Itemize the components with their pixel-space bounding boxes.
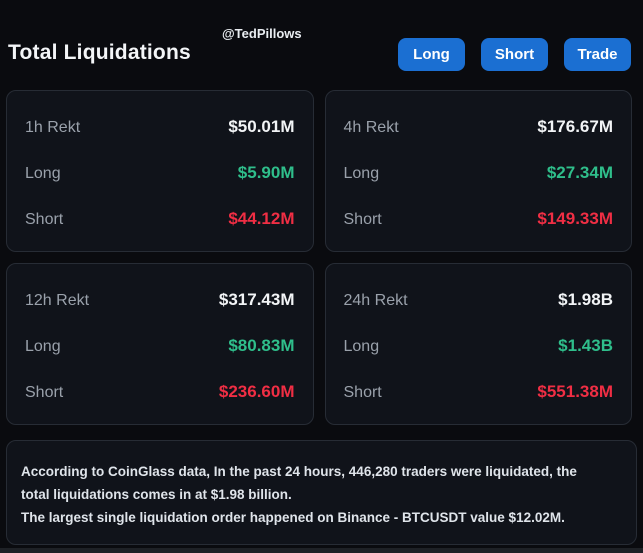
watermark-handle: @TedPillows <box>222 26 302 41</box>
rekt-card-12h: 12h Rekt $317.43M Long $80.83M Short $23… <box>6 263 314 425</box>
card-total-row: 4h Rekt $176.67M <box>344 117 614 137</box>
long-label: Long <box>343 338 380 355</box>
trade-button[interactable]: Trade <box>564 38 631 71</box>
long-label: Long <box>25 165 61 182</box>
summary-line-2: total liquidations comes in at $1.98 bil… <box>21 487 292 502</box>
short-label: Short <box>343 384 382 401</box>
page-title: Total Liquidations <box>8 41 191 64</box>
card-period-label: 4h Rekt <box>343 119 399 136</box>
card-long-row: Long $27.34M <box>344 163 614 183</box>
card-long-row: Long $1.43B <box>344 336 614 356</box>
header-button-group: Long Short Trade <box>398 38 631 71</box>
rekt-card-4h: 4h Rekt $176.67M Long $27.34M Short $149… <box>324 90 632 252</box>
summary-line-1: According to CoinGlass data, In the past… <box>21 464 577 479</box>
short-label: Short <box>25 211 64 228</box>
card-total-value: $50.01M <box>228 117 295 136</box>
rekt-card-1h: 1h Rekt $50.01M Long $5.90M Short $44.12… <box>6 90 314 252</box>
rekt-cards-grid: 1h Rekt $50.01M Long $5.90M Short $44.12… <box>6 90 632 425</box>
short-value: $551.38M <box>537 382 613 401</box>
card-total-value: $176.67M <box>537 117 613 136</box>
short-button[interactable]: Short <box>481 38 548 71</box>
card-period-label: 1h Rekt <box>25 119 81 136</box>
bottom-edge-strip <box>0 548 643 553</box>
card-short-row: Short $44.12M <box>25 209 295 229</box>
card-short-row: Short $551.38M <box>344 382 614 402</box>
rekt-card-24h: 24h Rekt $1.98B Long $1.43B Short $551.3… <box>324 263 632 425</box>
card-total-value: $1.98B <box>558 290 613 309</box>
short-label: Short <box>25 384 64 401</box>
long-label: Long <box>25 338 61 355</box>
card-total-row: 24h Rekt $1.98B <box>344 290 614 310</box>
long-label: Long <box>343 165 380 182</box>
card-long-row: Long $5.90M <box>25 163 295 183</box>
card-total-value: $317.43M <box>218 290 295 309</box>
long-value: $1.43B <box>558 336 613 355</box>
short-value: $236.60M <box>218 382 295 401</box>
short-value: $149.33M <box>537 209 613 228</box>
card-period-label: 12h Rekt <box>25 292 90 309</box>
summary-line-3: The largest single liquidation order hap… <box>21 510 565 525</box>
long-value: $27.34M <box>546 163 613 182</box>
long-value: $80.83M <box>228 336 295 355</box>
summary-note: According to CoinGlass data, In the past… <box>6 440 637 545</box>
card-short-row: Short $236.60M <box>25 382 295 402</box>
long-value: $5.90M <box>237 163 295 182</box>
card-total-row: 12h Rekt $317.43M <box>25 290 295 310</box>
short-label: Short <box>343 211 382 228</box>
long-button[interactable]: Long <box>398 38 465 71</box>
card-short-row: Short $149.33M <box>344 209 614 229</box>
card-period-label: 24h Rekt <box>343 292 408 309</box>
card-total-row: 1h Rekt $50.01M <box>25 117 295 137</box>
card-long-row: Long $80.83M <box>25 336 295 356</box>
short-value: $44.12M <box>228 209 295 228</box>
